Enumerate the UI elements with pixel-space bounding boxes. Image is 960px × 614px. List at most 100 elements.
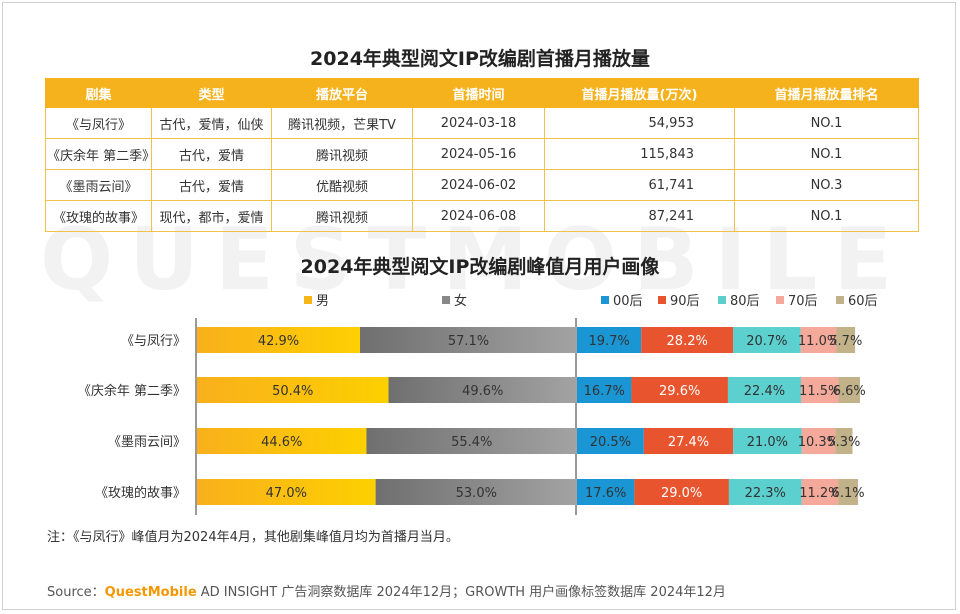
legend-item-70s: 70后 [776, 290, 818, 309]
cell-drama: 《庆余年 第二季》 [45, 138, 155, 170]
category-label: 《庆余年 第二季》 [78, 383, 186, 399]
data-label: 29.6% [659, 384, 700, 399]
bar-age-80s [733, 428, 802, 454]
footnote: 注：《与凤行》峰值月为2024年4月，其他剧集峰值月均为首播月当月。 [47, 530, 459, 545]
data-label: 28.2% [667, 334, 708, 349]
data-label: 17.6% [585, 486, 626, 501]
cell-rank: NO.1 [734, 200, 919, 232]
data-label: 47.0% [266, 486, 307, 501]
category-label: 《与凤行》 [121, 334, 186, 349]
cell-rank: NO.1 [734, 107, 919, 139]
cell-genre: 现代，都市，爱情 [151, 200, 272, 232]
bar-age-00s [577, 327, 642, 353]
data-label: 5.7% [829, 334, 862, 349]
header-genre: 类型 [151, 78, 272, 108]
bar-age-70s [800, 327, 837, 353]
data-label: 27.4% [668, 435, 709, 450]
cell-plays: 87,241 [544, 200, 735, 232]
legend-item-60s: 60后 [836, 290, 878, 309]
bar-gender-female [360, 327, 577, 353]
data-label: 19.7% [588, 334, 629, 349]
data-label: 49.6% [462, 384, 503, 399]
data-label: 42.9% [258, 334, 299, 349]
bar-age-00s [577, 377, 632, 403]
cell-platform: 优酷视频 [271, 169, 413, 201]
header-drama: 剧集 [45, 78, 152, 108]
data-label: 44.6% [261, 435, 302, 450]
legend-label: 60后 [848, 294, 878, 309]
cell-plays: 61,741 [544, 169, 735, 201]
data-label: 21.0% [747, 435, 788, 450]
data-label: 20.7% [746, 334, 787, 349]
source-text: AD INSIGHT 广告洞察数据库 2024年12月；GROWTH 用户画像标… [196, 585, 726, 600]
table-title: 2024年典型阅文IP改编剧首播月播放量 [310, 48, 650, 70]
data-label: 29.0% [661, 486, 702, 501]
playback-table: 剧集 类型 播放平台 首播时间 首播月播放量(万次) 首播月播放量排名 《与凤行… [45, 78, 919, 232]
data-label: 10.3% [798, 435, 839, 450]
bar-gender-male [197, 479, 376, 505]
bar-gender-male [197, 377, 389, 403]
data-label: 22.3% [745, 486, 786, 501]
legend-swatch [601, 295, 609, 304]
cell-platform: 腾讯视频，芒果TV [271, 107, 413, 139]
cell-date: 2024-03-18 [412, 107, 545, 139]
cell-plays: 54,953 [544, 107, 735, 139]
legend-swatch [304, 295, 312, 304]
bar-gender-male [197, 327, 361, 353]
bar-age-90s [631, 377, 728, 403]
category-label: 《墨雨云间》 [108, 435, 186, 450]
legend-label: 70后 [788, 294, 818, 309]
source-line: Source：QuestMobile AD INSIGHT 广告洞察数据库 20… [47, 581, 726, 600]
legend-item-90s: 90后 [658, 290, 700, 309]
data-label: 50.4% [272, 384, 313, 399]
legend-swatch [442, 295, 450, 304]
bar-age-70s [801, 479, 839, 505]
cell-drama: 《玫瑰的故事》 [45, 200, 152, 232]
bar-age-80s [728, 479, 802, 505]
chart-title: 2024年典型阅文IP改编剧峰值月用户画像 [300, 256, 660, 278]
data-label: 55.4% [451, 435, 492, 450]
legend-item-male: 男 [304, 290, 329, 309]
legend-item-female: 女 [442, 290, 467, 309]
bar-age-80s [727, 377, 801, 403]
data-label: 20.5% [590, 435, 631, 450]
legend-swatch [718, 295, 726, 304]
header-rank: 首播月播放量排名 [734, 78, 919, 108]
legend-item-00s: 00后 [601, 290, 643, 309]
bar-age-70s [800, 377, 839, 403]
data-label: 53.0% [456, 486, 497, 501]
bar-age-60s [835, 428, 853, 454]
legend-label: 女 [454, 294, 468, 309]
bar-age-60s [838, 377, 860, 403]
cell-genre: 古代，爱情，仙侠 [151, 107, 272, 139]
legend-item-80s: 80后 [718, 290, 760, 309]
table-row: 《玫瑰的故事》 现代，都市，爱情 腾讯视频 2024-06-08 87,241 … [45, 200, 919, 232]
legend-label: 90后 [670, 294, 700, 309]
legend-swatch [658, 295, 666, 304]
bar-age-00s [577, 428, 644, 454]
bar-age-60s [838, 479, 859, 505]
header-platform: 播放平台 [271, 78, 413, 108]
bar-gender-female [366, 428, 577, 454]
category-label: 《玫瑰的故事》 [95, 485, 186, 501]
table-row: 《墨雨云间》 古代，爱情 优酷视频 2024-06-02 61,741 NO.3 [45, 169, 919, 201]
legend-label: 80后 [730, 294, 760, 309]
table-row: 《与凤行》 古代，爱情，仙侠 腾讯视频，芒果TV 2024-03-18 54,9… [45, 107, 919, 139]
bar-age-90s [641, 327, 734, 353]
legend-swatch [776, 295, 784, 304]
bar-age-70s [801, 428, 836, 454]
data-label: 11.2% [799, 486, 840, 501]
bar-age-80s [733, 327, 801, 353]
brand-name: QuestMobile [104, 585, 197, 600]
cell-platform: 腾讯视频 [271, 200, 413, 232]
table-header-row: 剧集 类型 播放平台 首播时间 首播月播放量(万次) 首播月播放量排名 [45, 78, 919, 108]
legend-label: 男 [316, 294, 330, 309]
header-premiere-date: 首播时间 [412, 78, 545, 108]
legend-label: 00后 [613, 294, 643, 309]
data-label: 22.4% [744, 384, 785, 399]
bar-gender-male [197, 428, 367, 454]
bar-age-00s [577, 479, 635, 505]
header-plays: 首播月播放量(万次) [544, 78, 735, 108]
data-label: 16.7% [584, 384, 625, 399]
